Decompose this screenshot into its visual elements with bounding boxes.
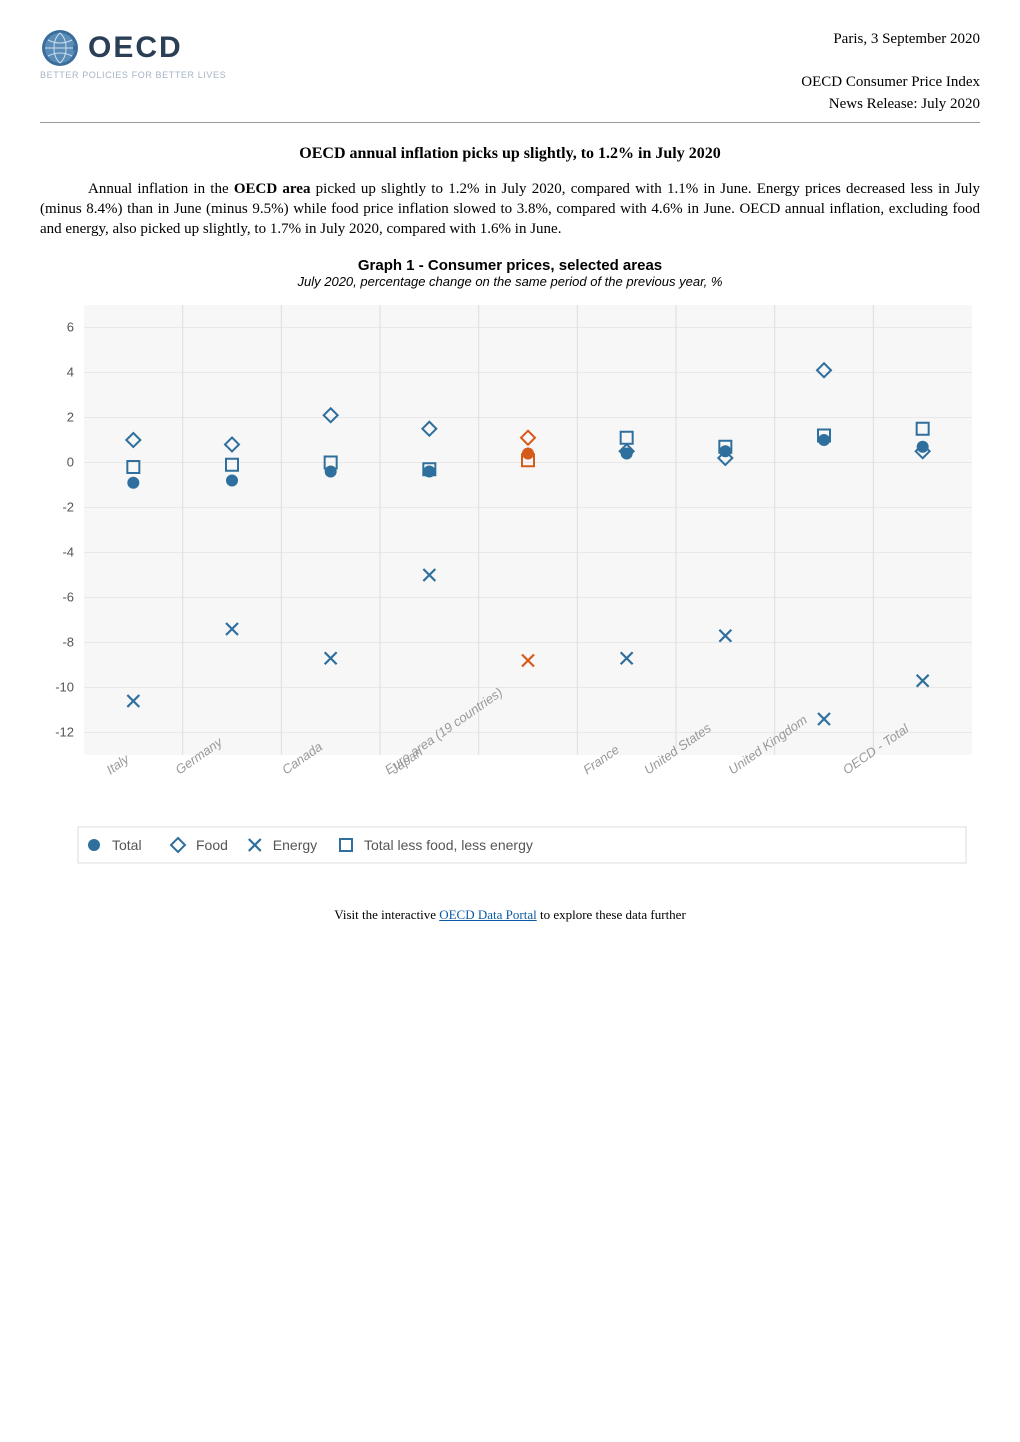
svg-text:6: 6 — [67, 320, 74, 335]
document-header: OECD BETTER POLICIES FOR BETTER LIVES Pa… — [40, 28, 980, 123]
org-tagline: BETTER POLICIES FOR BETTER LIVES — [40, 70, 226, 80]
globe-icon — [40, 28, 80, 68]
svg-text:0: 0 — [67, 455, 74, 470]
header-release: News Release: July 2020 — [801, 93, 980, 116]
chart-title: Graph 1 - Consumer prices, selected area… — [40, 257, 980, 274]
body-paragraph: Annual inflation in the OECD area picked… — [40, 179, 980, 240]
page-title: OECD annual inflation picks up slightly,… — [40, 145, 980, 163]
header-meta: Paris, 3 September 2020 OECD Consumer Pr… — [801, 28, 980, 116]
svg-text:-12: -12 — [55, 725, 74, 740]
svg-text:-10: -10 — [55, 680, 74, 695]
svg-text:Total: Total — [112, 837, 142, 853]
footer-pre: Visit the interactive — [334, 907, 439, 922]
oecd-logo: OECD BETTER POLICIES FOR BETTER LIVES — [40, 28, 226, 80]
cpi-chart: -12-10-8-6-4-20246ItalyGermanyCanadaJapa… — [40, 297, 980, 897]
svg-text:Energy: Energy — [273, 837, 317, 853]
chart-subtitle: July 2020, percentage change on the same… — [40, 274, 980, 289]
svg-text:-6: -6 — [62, 590, 74, 605]
footer-text: Visit the interactive OECD Data Portal t… — [40, 907, 980, 923]
header-date: Paris, 3 September 2020 — [801, 28, 980, 51]
org-name: OECD — [88, 31, 183, 65]
svg-text:Total less food, less energy: Total less food, less energy — [364, 837, 533, 853]
footer-post: to explore these data further — [537, 907, 686, 922]
svg-text:4: 4 — [67, 365, 74, 380]
svg-text:2: 2 — [67, 410, 74, 425]
chart-container: -12-10-8-6-4-20246ItalyGermanyCanadaJapa… — [40, 297, 980, 897]
svg-text:-8: -8 — [62, 635, 74, 650]
svg-text:-4: -4 — [62, 545, 74, 560]
svg-text:Food: Food — [196, 837, 228, 853]
header-doc-name: OECD Consumer Price Index — [801, 71, 980, 94]
svg-text:-2: -2 — [62, 500, 74, 515]
data-portal-link[interactable]: OECD Data Portal — [439, 907, 536, 922]
